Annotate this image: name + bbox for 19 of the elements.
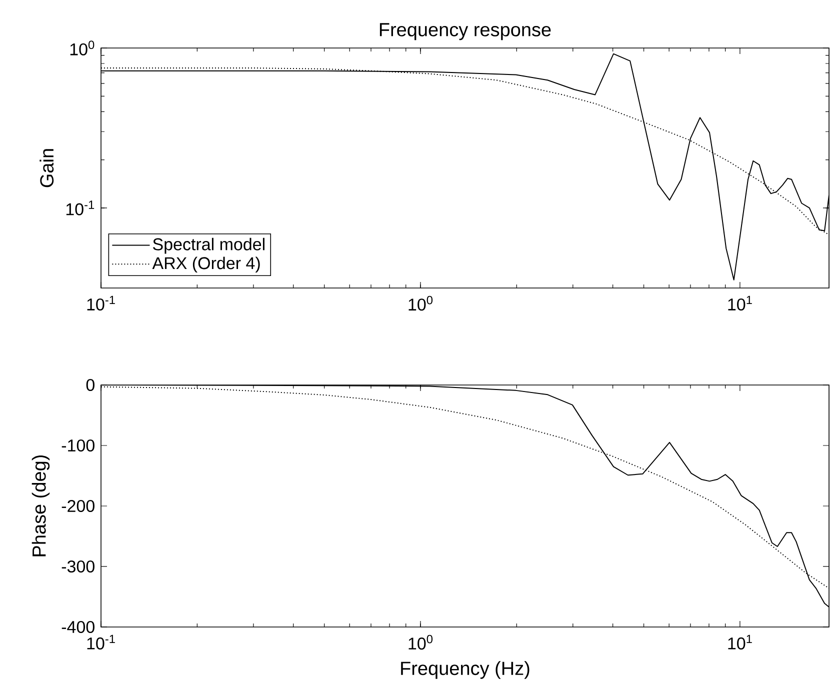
x-tick-label: 10$^{-1}$ bbox=[87, 634, 115, 650]
y-tick-label: 0 bbox=[86, 378, 94, 392]
legend-label: ARX (Order 4) bbox=[152, 256, 260, 273]
x-tick-label: 10$^{0}$ bbox=[408, 634, 433, 650]
x-tick-label: 10$^{0}$ bbox=[408, 296, 433, 311]
y-tick-label: 10$^{-1}$ bbox=[66, 200, 94, 216]
y-axis-title: Gain bbox=[40, 149, 54, 188]
y-tick-label: -300 bbox=[62, 560, 94, 573]
chart-title: Frequency response bbox=[380, 23, 551, 40]
x-tick-label: 10$^{1}$ bbox=[728, 634, 752, 650]
x-tick-label: 10$^{-1}$ bbox=[87, 296, 115, 310]
x-tick-label: 10$^{1}$ bbox=[728, 296, 752, 310]
y-tick-label: 10$^{0}$ bbox=[70, 40, 94, 56]
y-axis-title: Phase (deg) bbox=[32, 455, 50, 556]
y-tick-label: -100 bbox=[62, 439, 94, 452]
legend-label: Spectral model bbox=[153, 238, 264, 254]
x-axis-title: Frequency (Hz) bbox=[401, 661, 530, 679]
y-tick-label: -200 bbox=[62, 500, 94, 512]
y-tick-label: -400 bbox=[62, 620, 94, 634]
